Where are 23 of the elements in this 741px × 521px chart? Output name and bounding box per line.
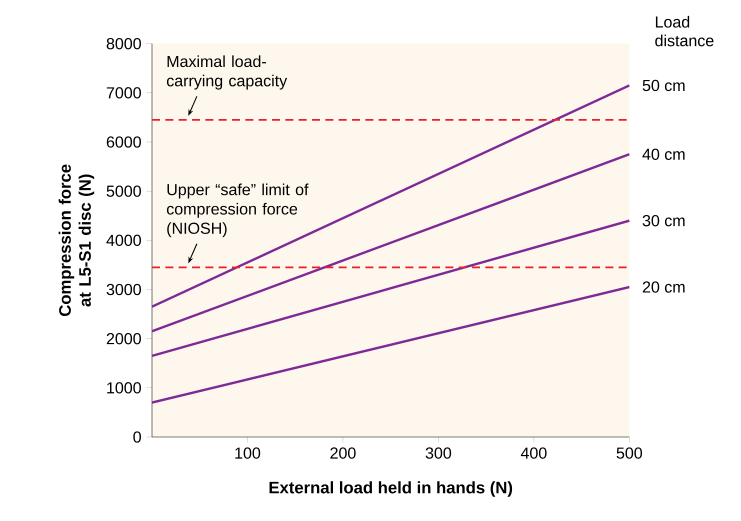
x-tick-label: 200: [330, 447, 356, 459]
ref-line-label: Upper “safe” limit of compression force (NIOSH): [166, 184, 309, 238]
series-label: 40 cm: [642, 148, 685, 160]
y-tick-label: 3000: [106, 284, 141, 296]
series-label: 30 cm: [642, 215, 685, 226]
legend-title: Load distance: [655, 16, 714, 46]
y-tick-label: 6000: [106, 136, 141, 148]
y-tick-label: 1000: [107, 382, 141, 394]
x-tick-label: 100: [235, 447, 260, 459]
x-tick-label: 300: [426, 447, 452, 459]
y-tick-label: 0: [133, 431, 141, 443]
y-axis-title: Compression force at L5-S1 disc (N): [58, 164, 94, 316]
series-label: 50 cm: [642, 80, 685, 92]
y-tick-label: 4000: [106, 234, 141, 246]
y-tick-label: 2000: [106, 333, 141, 344]
ref-line-label: Maximal load-carrying capacity: [166, 55, 288, 90]
y-tick-label: 8000: [106, 38, 141, 50]
x-axis-title: External load held in hands (N): [270, 481, 512, 497]
series-label: 20 cm: [642, 281, 685, 293]
x-tick-label: 500: [616, 447, 642, 459]
y-tick-label: 5000: [106, 186, 141, 197]
y-tick-label: 7000: [106, 87, 141, 98]
x-tick-label: 400: [520, 447, 547, 459]
